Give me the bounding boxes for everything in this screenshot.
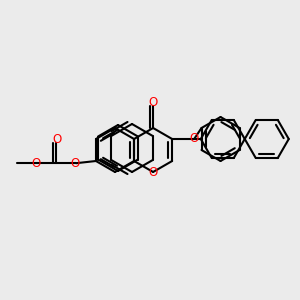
Text: O: O [190, 133, 199, 146]
Text: O: O [53, 133, 62, 146]
Text: O: O [31, 157, 40, 170]
Text: O: O [148, 166, 158, 178]
Text: O: O [70, 157, 80, 170]
Text: O: O [148, 95, 158, 109]
